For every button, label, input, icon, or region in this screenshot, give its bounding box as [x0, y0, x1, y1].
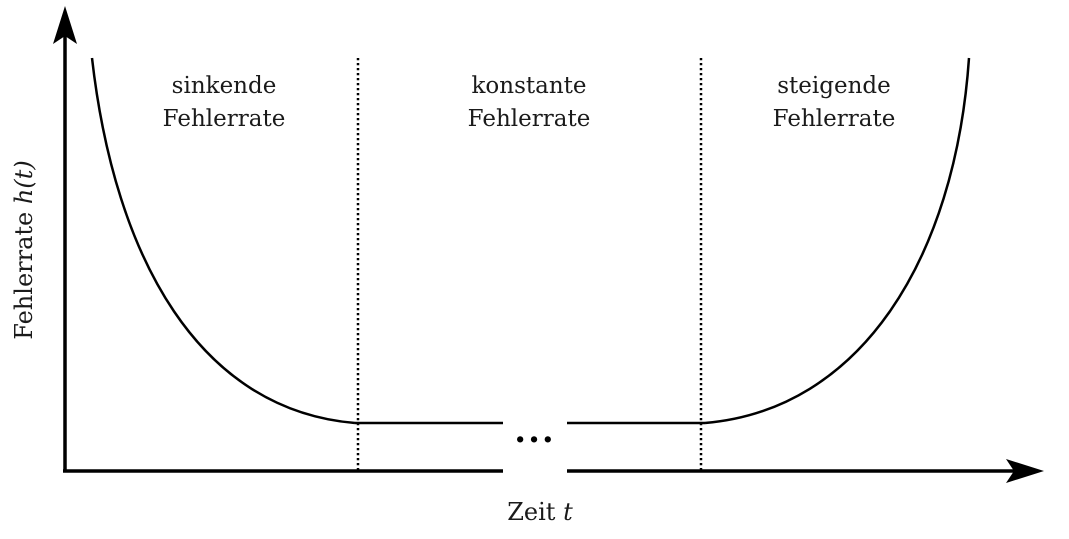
region-label-line2: Fehlerrate: [409, 103, 649, 136]
x-axis-label: Zeit t: [470, 498, 610, 526]
y-axis-label: Fehlerrate h(t): [10, 120, 38, 380]
y-axis-label-text: Fehlerrate: [10, 212, 38, 340]
region-label-line1: konstante: [409, 70, 649, 103]
x-axis-variable: t: [563, 498, 573, 526]
region-label-decreasing: sinkende Fehlerrate: [104, 70, 344, 136]
region-label-line2: Fehlerrate: [104, 103, 344, 136]
x-axis-label-text: Zeit: [507, 498, 555, 526]
region-label-increasing: steigende Fehlerrate: [714, 70, 954, 136]
axis-break-ellipsis: ···: [505, 420, 565, 460]
region-label-constant: konstante Fehlerrate: [409, 70, 649, 136]
region-label-line1: steigende: [714, 70, 954, 103]
region-label-line1: sinkende: [104, 70, 344, 103]
region-label-line2: Fehlerrate: [714, 103, 954, 136]
y-axis-variable: h(t): [10, 160, 38, 204]
